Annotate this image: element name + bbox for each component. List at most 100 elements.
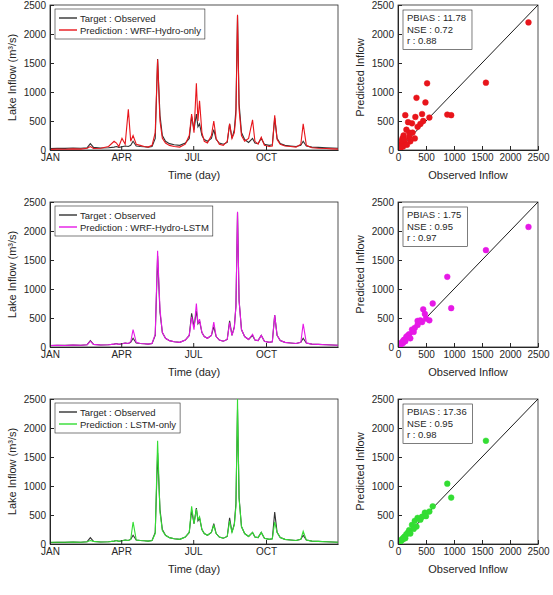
annotation-frame xyxy=(403,404,473,444)
y-tick-mark xyxy=(50,121,54,122)
axis-line xyxy=(50,6,51,151)
legend: Target : ObservedPrediction : WRF-Hydro-… xyxy=(55,9,205,39)
y-tick-mark xyxy=(398,202,402,203)
scatter-point xyxy=(483,438,489,444)
y-tick: 500 xyxy=(29,313,54,324)
annotation-box: PBIAS : 11.78NSE : 0.72r : 0.88 xyxy=(403,10,472,50)
scatter-point xyxy=(405,119,411,125)
x-tick-label: 1500 xyxy=(471,546,494,557)
y-tick-mark xyxy=(50,63,54,64)
scatter-point xyxy=(404,142,410,148)
scatter-point xyxy=(423,513,429,519)
y-axis: 05001000150020002500 xyxy=(372,394,402,550)
x-tick-mark xyxy=(538,343,539,347)
scatter-point xyxy=(424,80,430,86)
y-tick-label: 2000 xyxy=(24,29,47,40)
x-tick: OCT xyxy=(256,343,277,360)
y-tick-label: 500 xyxy=(377,313,394,324)
y-tick-mark xyxy=(50,5,54,6)
y-tick: 500 xyxy=(377,510,402,521)
x-tick-label: 500 xyxy=(418,546,435,557)
y-axis: 05001000150020002500 xyxy=(24,394,54,550)
scatter-point xyxy=(420,306,426,312)
x-tick-label: 2000 xyxy=(499,152,522,163)
y-tick: 2000 xyxy=(372,226,402,237)
x-tick: 1000 xyxy=(443,146,466,163)
annotation-frame xyxy=(403,207,467,247)
x-tick: 1500 xyxy=(471,540,494,557)
y-tick-label: 1000 xyxy=(24,481,47,492)
y-axis-title: Lake Inflow (m³/s) xyxy=(6,34,18,121)
identity-line xyxy=(398,5,538,150)
x-tick-label: 1000 xyxy=(443,546,466,557)
x-tick-label: 2500 xyxy=(527,349,550,360)
x-tick-label: 500 xyxy=(418,349,435,360)
x-tick-mark xyxy=(510,540,511,544)
y-tick: 2500 xyxy=(372,0,402,11)
scatter-point xyxy=(426,115,432,121)
plot-area xyxy=(50,15,338,150)
x-tick-label: 2000 xyxy=(499,546,522,557)
x-tick-mark xyxy=(454,343,455,347)
y-tick: 2000 xyxy=(372,29,402,40)
plot-area xyxy=(398,202,538,347)
legend-swatch xyxy=(59,17,77,18)
y-axis-title: Lake Inflow (m³/s) xyxy=(6,428,18,515)
legend: Target : ObservedPrediction : LSTM-only xyxy=(55,403,180,433)
x-tick-mark xyxy=(454,146,455,150)
x-tick-mark xyxy=(121,146,122,150)
y-tick-mark xyxy=(50,92,54,93)
x-tick: 1500 xyxy=(471,343,494,360)
scatter-point xyxy=(412,114,418,120)
y-tick-mark xyxy=(398,289,402,290)
x-tick: 1000 xyxy=(443,343,466,360)
plot-frame xyxy=(50,399,338,544)
x-tick-label: JUL xyxy=(185,349,203,360)
y-tick-mark xyxy=(398,150,402,151)
y-tick-mark xyxy=(50,347,54,348)
panel: JANAPRJULOCT05001000150020002500Time (da… xyxy=(6,394,339,575)
x-axis: 05001000150020002500 xyxy=(396,540,550,557)
plot-area xyxy=(50,399,338,543)
x-tick-mark xyxy=(426,343,427,347)
y-tick-mark xyxy=(398,486,402,487)
plot-frame xyxy=(398,399,538,544)
y-tick: 1500 xyxy=(24,58,54,69)
y-tick-label: 1500 xyxy=(372,255,395,266)
x-tick-mark xyxy=(538,146,539,150)
x-tick: 2000 xyxy=(499,343,522,360)
y-tick-label: 2000 xyxy=(372,29,395,40)
y-tick-label: 1500 xyxy=(372,58,395,69)
axis-line xyxy=(398,6,399,151)
plot-frame xyxy=(50,202,338,347)
x-axis-title: Observed Inflow xyxy=(428,169,508,181)
scatter-point xyxy=(483,247,489,253)
panel: 0500100015002000250005001000150020002500… xyxy=(354,0,550,181)
x-tick: JUL xyxy=(185,540,203,557)
y-tick: 1000 xyxy=(24,87,54,98)
y-tick-label: 2000 xyxy=(372,423,395,434)
y-tick-mark xyxy=(398,318,402,319)
x-tick: APR xyxy=(111,343,132,360)
y-tick-label: 500 xyxy=(29,313,46,324)
legend-swatch xyxy=(59,423,77,424)
x-tick-mark xyxy=(482,540,483,544)
y-tick: 2000 xyxy=(372,423,402,434)
x-tick-mark xyxy=(426,540,427,544)
legend-swatch xyxy=(59,214,77,215)
annotation: r : 0.88 xyxy=(407,35,437,46)
y-tick: 2500 xyxy=(372,197,402,208)
legend-box xyxy=(55,9,205,39)
x-tick: 2500 xyxy=(527,146,550,163)
x-tick: 2500 xyxy=(527,540,550,557)
scatter-point xyxy=(423,316,429,322)
y-tick: 0 xyxy=(40,539,54,550)
x-tick: 2000 xyxy=(499,540,522,557)
legend: Target : ObservedPrediction : WRF-Hydro-… xyxy=(55,206,213,236)
y-tick: 0 xyxy=(388,539,402,550)
scatter-point xyxy=(418,317,424,323)
x-tick: JUL xyxy=(185,343,203,360)
y-tick-label: 0 xyxy=(388,342,394,353)
annotation: NSE : 0.72 xyxy=(407,24,453,35)
x-tick-label: 2000 xyxy=(499,349,522,360)
